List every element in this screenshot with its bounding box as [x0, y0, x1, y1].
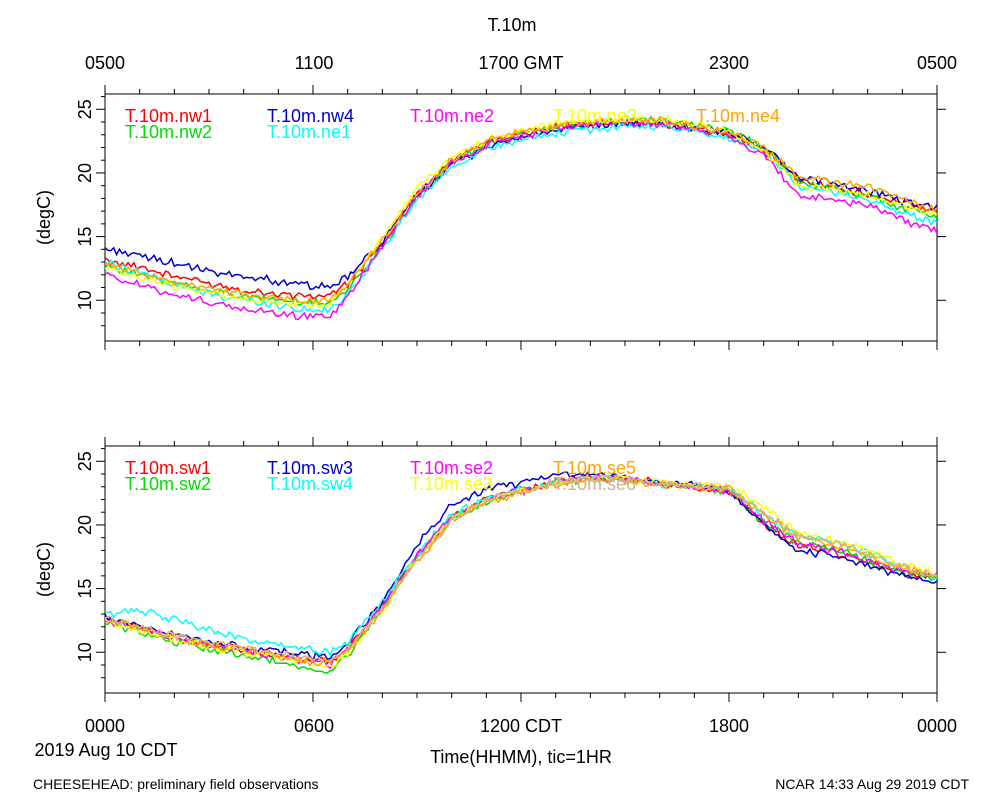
- legend-entry: T.10m.nw2: [125, 122, 212, 142]
- legend-entry: T.10m.se5: [553, 458, 636, 478]
- legend-entry: T.10m.sw3: [267, 458, 353, 478]
- x-axis-title: Time(HHMM), tic=1HR: [430, 747, 612, 767]
- legend-entry: T.10m.se6: [553, 474, 636, 494]
- legend-entry: T.10m.nw4: [267, 106, 354, 126]
- legend-entry: T.10m.ne3: [553, 106, 637, 126]
- legend-entry: T.10m.se2: [410, 458, 493, 478]
- series-line-T-10m-ne4: [105, 115, 937, 304]
- y-axis-title: (degC): [34, 190, 54, 245]
- y-tick-label: 25: [75, 99, 95, 119]
- plot-frame: [104, 445, 938, 694]
- legend-entry: T.10m.ne4: [696, 106, 780, 126]
- bottom-tick-label: 0600: [294, 716, 334, 736]
- legend-entry: T.10m.se3: [410, 474, 493, 494]
- y-tick-label: 20: [75, 163, 95, 183]
- legend-entry: T.10m.ne1: [267, 122, 351, 142]
- legend-entry: T.10m.sw4: [267, 474, 353, 494]
- series-line-T-10m-ne3: [105, 113, 937, 309]
- top-tick-label: 1700 GMT: [478, 53, 563, 73]
- series-line-T-10m-se3: [105, 473, 937, 668]
- legend-entry: T.10m.nw1: [125, 106, 212, 126]
- series-line-T-10m-nw2: [105, 115, 937, 308]
- legend-entry: T.10m.ne2: [410, 106, 494, 126]
- top-tick-label: 0500: [917, 53, 957, 73]
- top-time-axis-labels: 0500 1100 1700 GMT 2300 0500: [85, 53, 957, 73]
- series-line-T-10m-ne2: [105, 117, 937, 321]
- series-line-T-10m-se6: [105, 473, 937, 664]
- top-tick-label: 2300: [709, 53, 749, 73]
- bottom-time-axis-labels: 0000 0600 1200 CDT 1800 0000: [85, 716, 957, 736]
- series-line-T-10m-se5: [105, 475, 937, 667]
- bottom-tick-label: 0000: [917, 716, 957, 736]
- date-label: 2019 Aug 10 CDT: [34, 740, 177, 760]
- series-line-T-10m-ne1: [105, 121, 937, 314]
- bottom-tick-label: 1800: [709, 716, 749, 736]
- series-line-T-10m-se2: [105, 472, 937, 670]
- y-tick-label: 10: [75, 290, 95, 310]
- y-tick-label: 10: [75, 642, 95, 662]
- y-axis-title: (degC): [34, 542, 54, 597]
- legend-entry: T.10m.sw1: [125, 458, 211, 478]
- y-tick-label: 25: [75, 451, 95, 471]
- figure-title: T.10m: [487, 15, 536, 35]
- footer-timestamp: NCAR 14:33 Aug 29 2019 CDT: [775, 776, 969, 792]
- bottom-tick-label: 1200 CDT: [480, 716, 562, 736]
- series-line-T-10m-sw4: [105, 475, 937, 658]
- y-tick-label: 20: [75, 515, 95, 535]
- top-tick-label: 1100: [295, 53, 334, 73]
- series-line-T-10m-nw4: [105, 118, 937, 291]
- y-tick-label: 15: [75, 579, 95, 599]
- top-tick-label: 0500: [85, 53, 125, 73]
- footer-source-note: CHEESEHEAD: preliminary field observatio…: [33, 776, 319, 792]
- series-line-T-10m-sw1: [105, 470, 937, 665]
- legend-entry: T.10m.sw2: [125, 474, 211, 494]
- y-tick-label: 15: [75, 227, 95, 247]
- bottom-tick-label: 0000: [85, 716, 125, 736]
